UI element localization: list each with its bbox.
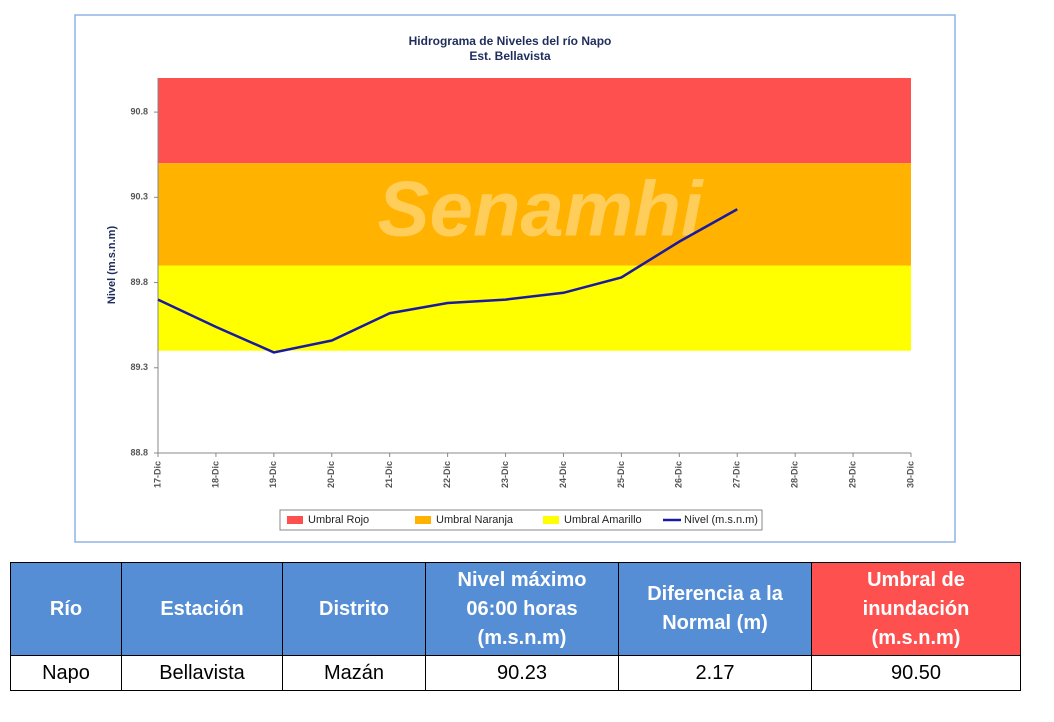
watermark: Senamhi — [377, 165, 703, 253]
header-cell: Umbral de inundación (m.s.n.m) — [811, 562, 1021, 656]
x-tick-label: 29-Dic — [847, 461, 857, 488]
threshold-band — [158, 265, 911, 351]
y-tick-label: 90.3 — [130, 192, 148, 202]
x-tick-label: 20-Dic — [326, 461, 336, 488]
header-cell: Río — [10, 562, 122, 656]
chart-subtitle: Est. Bellavista — [469, 49, 551, 63]
chart-title: Hidrograma de Niveles del río Napo — [409, 34, 612, 48]
x-tick-label: 28-Dic — [790, 461, 800, 488]
threshold-band — [158, 78, 911, 164]
y-tick-label: 89.3 — [130, 362, 148, 372]
legend-label: Umbral Amarillo — [564, 514, 642, 526]
header-cell: Diferencia a la Normal (m) — [618, 562, 812, 656]
y-axis-label: Nivel (m.s.n.m) — [106, 226, 118, 305]
legend-swatch — [543, 516, 559, 524]
x-tick-label: 24-Dic — [558, 461, 568, 488]
data-row: Napo Bellavista Mazán 90.23 2.17 90.50 — [10, 655, 1021, 691]
x-tick-label: 19-Dic — [268, 461, 278, 488]
x-tick-label: 17-Dic — [152, 461, 162, 488]
cell: 2.17 — [618, 655, 812, 691]
legend-swatch — [415, 516, 431, 524]
y-tick-label: 90.8 — [130, 106, 148, 116]
series-line — [157, 208, 738, 354]
header-cell: Nivel máximo 06:00 horas (m.s.n.m) — [425, 562, 619, 656]
cell: 90.50 — [811, 655, 1021, 691]
x-tick-label: 26-Dic — [674, 461, 684, 488]
legend-swatch — [287, 516, 303, 524]
y-tick-label: 89.8 — [130, 277, 148, 287]
x-tick-label: 21-Dic — [384, 461, 394, 488]
x-tick-label: 22-Dic — [442, 461, 452, 488]
header-cell: Estación — [121, 562, 283, 656]
cell: 90.23 — [425, 655, 619, 691]
x-tick-label: 27-Dic — [732, 461, 742, 488]
threshold-band — [158, 163, 911, 266]
legend-box — [279, 509, 763, 531]
x-tick-label: 18-Dic — [210, 461, 220, 488]
y-tick-label: 88.8 — [130, 447, 148, 457]
legend-label: Umbral Rojo — [308, 514, 369, 526]
cell: Mazán — [282, 655, 426, 691]
cell: Bellavista — [121, 655, 283, 691]
cell: Napo — [10, 655, 122, 691]
header-cell: Distrito — [282, 562, 426, 656]
legend-label: Nivel (m.s.n.m) — [684, 514, 758, 526]
x-tick-label: 30-Dic — [905, 461, 915, 488]
header-row: Río Estación Distrito Nivel máximo 06:00… — [10, 562, 1021, 656]
chart: Hidrograma de Niveles del río Napo Est. … — [74, 14, 956, 543]
legend-label: Umbral Naranja — [436, 514, 514, 526]
x-tick-label: 23-Dic — [500, 461, 510, 488]
summary-table: Río Estación Distrito Nivel máximo 06:00… — [10, 562, 1021, 691]
x-tick-label: 25-Dic — [616, 461, 626, 488]
